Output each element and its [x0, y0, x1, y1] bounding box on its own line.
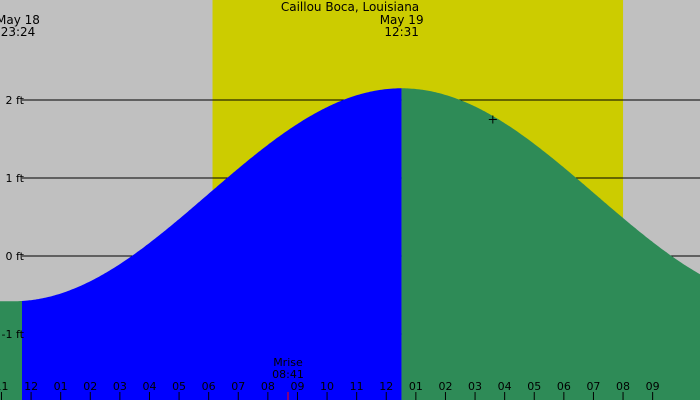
x-tick-label-14: 01 — [409, 380, 423, 393]
y-tick-label-2: 1 ft — [6, 172, 25, 185]
x-tick-label-18: 05 — [527, 380, 541, 393]
y-axis-labels: -1 ft 0 ft 1 ft 2 ft — [2, 94, 25, 341]
y-tick-label-0: -1 ft — [2, 328, 25, 341]
x-tick-label-17: 04 — [498, 380, 512, 393]
current-level-marker — [488, 115, 497, 124]
x-axis: 11 12 01 02 03 04 05 06 07 08 09 10 11 12 01 02 03 04 05 06… — [0, 380, 660, 400]
x-tick-label-22: 09 — [646, 380, 660, 393]
rising-tide-area — [22, 88, 402, 400]
x-tick-label-10: 09 — [290, 380, 304, 393]
moonrise-label: Mrise — [273, 356, 303, 369]
falling-tide-area-left — [0, 301, 22, 400]
falling-tide-area — [401, 88, 700, 400]
x-tick-label-20: 07 — [586, 380, 600, 393]
moonrise-time: 08:41 — [272, 368, 304, 381]
x-tick-label-6: 05 — [172, 380, 186, 393]
chart-title: Caillou Boca, Louisiana — [281, 0, 419, 14]
x-tick-label-12: 11 — [350, 380, 364, 393]
x-tick-label-8: 07 — [231, 380, 245, 393]
x-tick-label-1: 12 — [24, 380, 38, 393]
y-tick-label-1: 0 ft — [6, 250, 25, 263]
high-tide-time: 12:31 — [384, 25, 419, 39]
x-tick-label-5: 04 — [142, 380, 156, 393]
low-tide-time: 23:24 — [1, 25, 36, 39]
low-tide-date: May 18 — [0, 13, 40, 27]
y-tick-label-3: 2 ft — [6, 94, 25, 107]
x-tick-label-13: 12 — [379, 380, 393, 393]
x-tick-label-21: 08 — [616, 380, 630, 393]
high-tide-date: May 19 — [380, 13, 424, 27]
x-tick-label-4: 03 — [113, 380, 127, 393]
x-tick-label-19: 06 — [557, 380, 571, 393]
x-tick-label-11: 10 — [320, 380, 334, 393]
x-tick-label-0: 11 — [0, 380, 8, 393]
x-tick-label-3: 02 — [83, 380, 97, 393]
x-tick-label-7: 06 — [202, 380, 216, 393]
x-tick-label-16: 03 — [468, 380, 482, 393]
x-tick-label-2: 01 — [54, 380, 68, 393]
x-tick-label-9: 08 — [261, 380, 275, 393]
x-tick-label-15: 02 — [438, 380, 452, 393]
